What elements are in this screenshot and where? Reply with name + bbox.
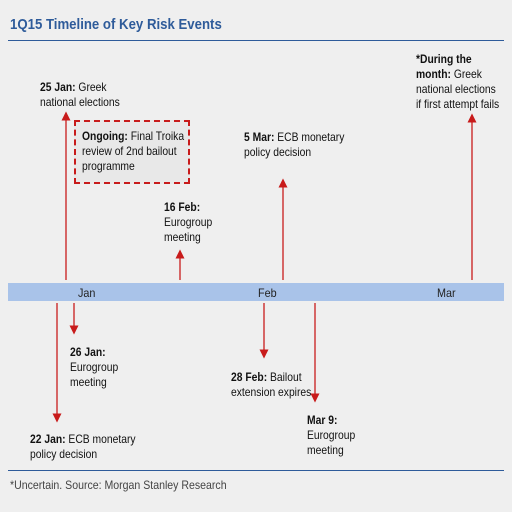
source-footnote: *Uncertain. Source: Morgan Stanley Resea… [10, 478, 227, 492]
ongoing-troika-box: Ongoing: Final Troika review of 2nd bail… [74, 120, 190, 184]
event-28-feb: 28 Feb: Bailout extension expires [231, 370, 312, 399]
month-label-mar: Mar [437, 286, 456, 300]
event-26-jan: 26 Jan: Eurogroup meeting [70, 345, 119, 389]
event-25-jan: 25 Jan: Greek national elections [40, 80, 120, 109]
footnote-rule [8, 470, 504, 471]
timeline-bar [8, 283, 504, 301]
event-march-greek-elections: *During the month: Greek national electi… [416, 52, 500, 111]
event-16-feb: 16 Feb: Eurogroup meeting [164, 200, 213, 244]
event-mar-9: Mar 9: Eurogroup meeting [307, 413, 356, 457]
event-22-jan: 22 Jan: ECB monetary policy decision [30, 432, 136, 461]
diagram-title: 1Q15 Timeline of Key Risk Events [10, 16, 222, 33]
event-5-mar: 5 Mar: ECB monetary policy decision [244, 130, 345, 159]
month-label-feb: Feb [258, 286, 277, 300]
month-label-jan: Jan [78, 286, 96, 300]
title-rule [8, 40, 504, 41]
ongoing-troika-text: Ongoing: Final Troika review of 2nd bail… [82, 129, 185, 173]
